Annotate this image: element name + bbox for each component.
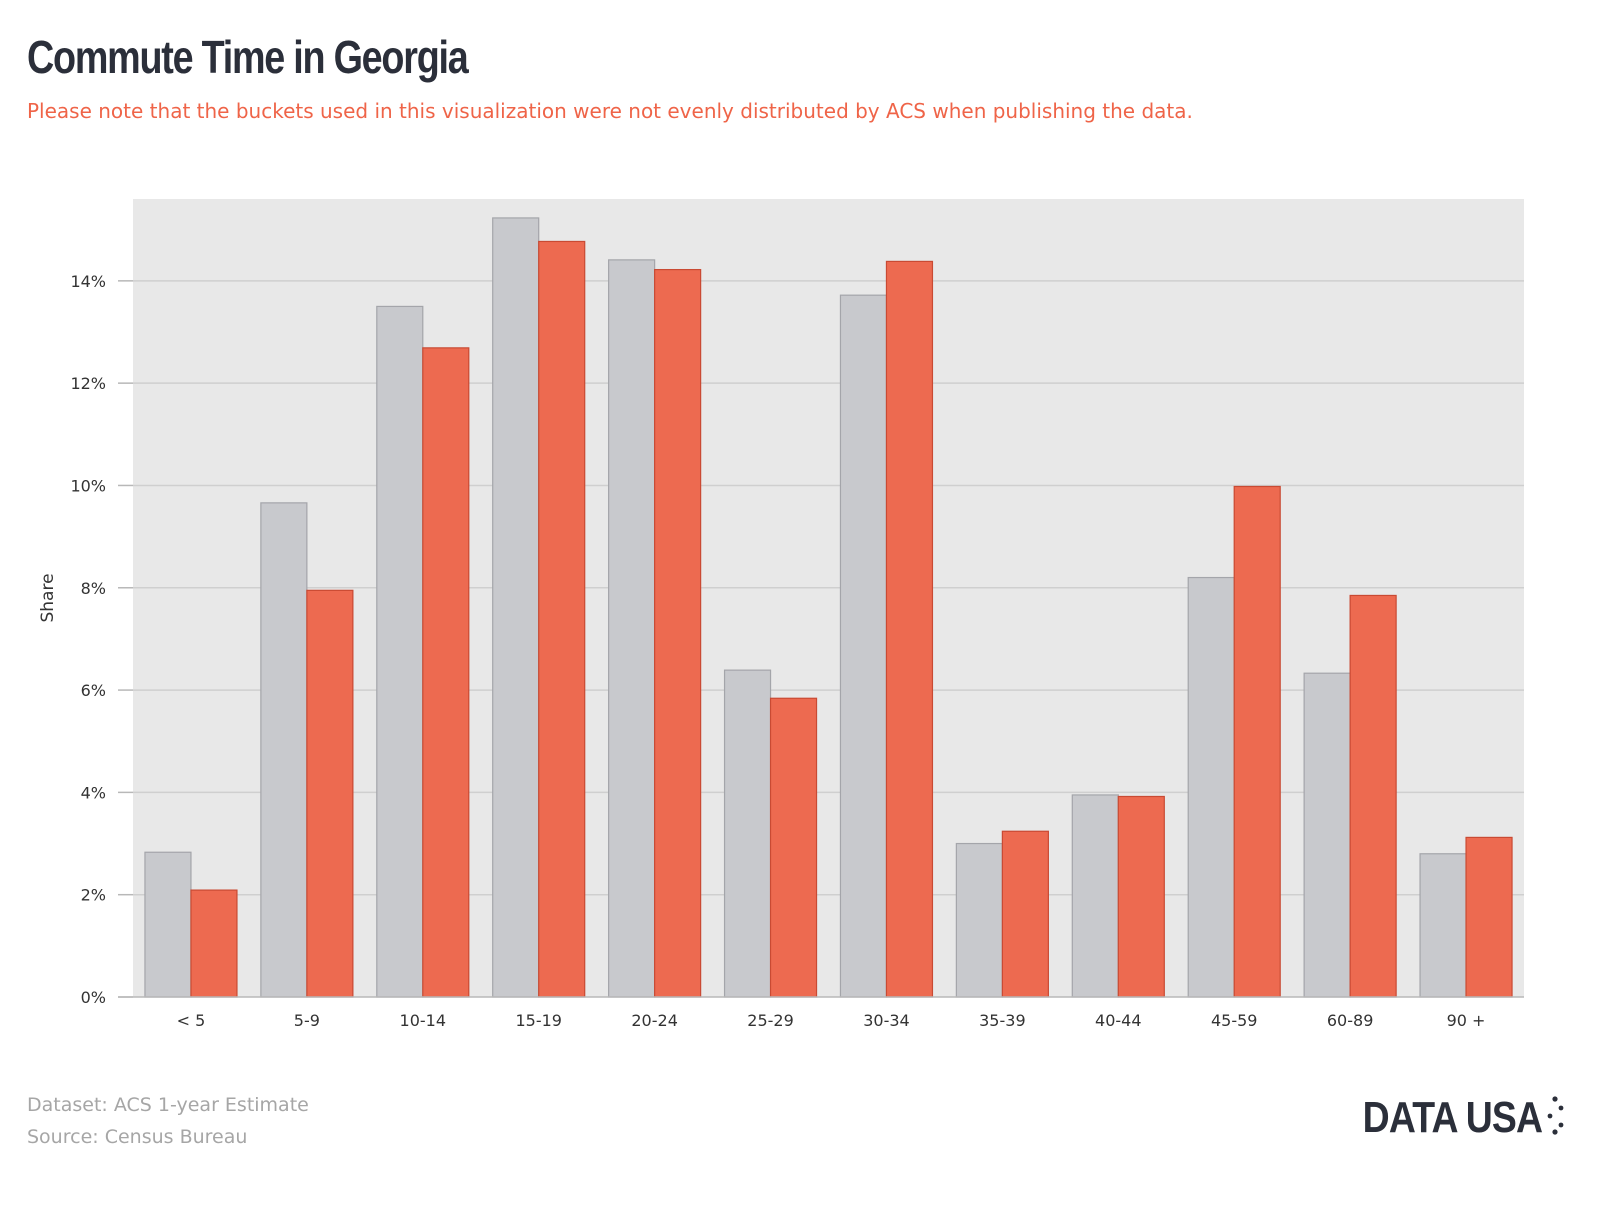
bar-series-1[interactable] (492, 217, 540, 998)
x-tick-label: 45-59 (1211, 1011, 1258, 1030)
bar-series-2[interactable] (538, 240, 586, 998)
x-tick-label: 10-14 (400, 1011, 447, 1030)
x-tick-label: 25-29 (747, 1011, 794, 1030)
bar-series-1[interactable] (1071, 794, 1119, 998)
y-tick-label: 8% (81, 579, 106, 598)
source-label: Source: Census Bureau (27, 1126, 248, 1148)
bar-series-1[interactable] (1187, 576, 1235, 998)
bar-series-2[interactable] (654, 268, 702, 998)
bar-series-1[interactable] (839, 294, 888, 998)
bar-series-1[interactable] (260, 502, 308, 998)
bar-series-2[interactable] (190, 889, 238, 998)
datausa-logo[interactable]: DATA USA (1362, 1093, 1543, 1142)
bar-series-1[interactable] (955, 842, 1003, 998)
x-tick-label: 40-44 (1095, 1011, 1142, 1030)
bar-series-1[interactable] (1303, 672, 1351, 998)
bar-series-1[interactable] (376, 305, 424, 998)
bar-series-2[interactable] (1349, 594, 1397, 998)
x-tick-label: 20-24 (631, 1011, 678, 1030)
bar-series-2[interactable] (306, 589, 354, 998)
bar-series-2[interactable] (1001, 830, 1049, 998)
x-tick-label: 90 + (1447, 1011, 1486, 1030)
y-tick-label: 12% (70, 374, 106, 393)
x-tick-label: 30-34 (863, 1011, 910, 1030)
bar-series-2[interactable] (885, 260, 934, 998)
chart-subtitle: Please note that the buckets used in thi… (27, 99, 1193, 123)
x-tick-label: 5-9 (294, 1011, 320, 1030)
y-tick-label: 6% (81, 681, 106, 700)
y-tick-label: 4% (81, 783, 106, 802)
plot-background (133, 199, 1524, 997)
y-tick-label: 14% (70, 272, 106, 291)
bar-series-2[interactable] (422, 347, 470, 998)
y-tick-label: 10% (70, 476, 106, 495)
y-tick-label: 0% (81, 988, 106, 1007)
y-tick-label: 2% (81, 886, 106, 905)
bar-series-2[interactable] (769, 697, 818, 998)
dataset-label: Dataset: ACS 1-year Estimate (27, 1094, 309, 1116)
chart-title: Commute Time in Georgia (27, 31, 469, 83)
bar-series-2[interactable] (1465, 836, 1513, 998)
x-tick-label: 35-39 (979, 1011, 1026, 1030)
bar-series-1[interactable] (723, 669, 772, 998)
bar-chart: 0% 2% 4% 6% 8% 10% 12% 14% Share < 5 5-9 10-14 15-19… (38, 199, 1524, 1030)
x-tick-label: 15-19 (515, 1011, 562, 1030)
x-tick-label: 60-89 (1327, 1011, 1374, 1030)
logo-stars-icon (1547, 1096, 1564, 1135)
bar-series-1[interactable] (1419, 853, 1467, 998)
x-tick-label: < 5 (177, 1011, 206, 1030)
bar-series-1[interactable] (144, 851, 192, 998)
bar-series-2[interactable] (1233, 485, 1281, 998)
bar-series-2[interactable] (1117, 795, 1165, 998)
y-axis-label: Share (38, 573, 58, 622)
bar-series-1[interactable] (608, 259, 656, 998)
